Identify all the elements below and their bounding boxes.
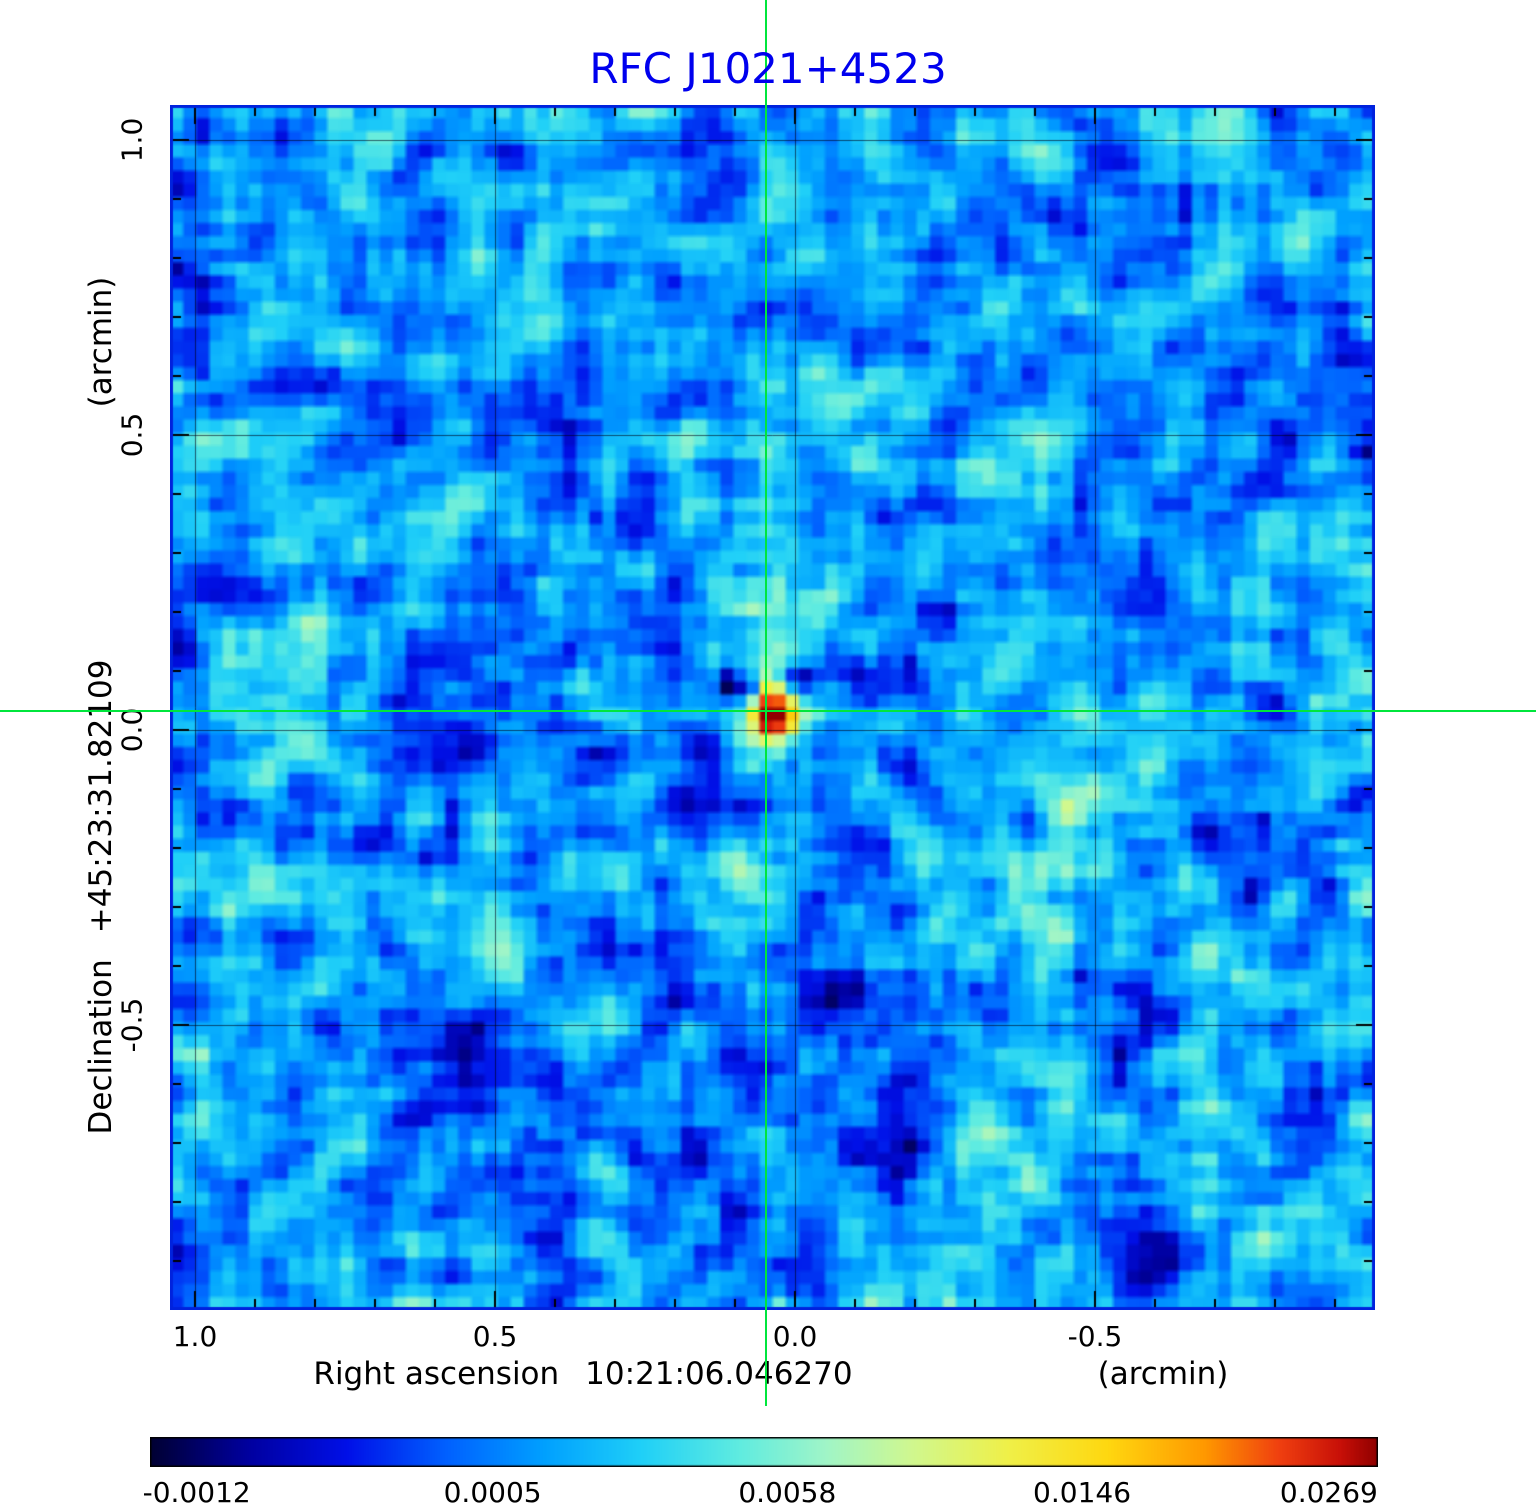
y-axis-unit: (arcmin) <box>83 276 119 408</box>
x-tick-label: -0.5 <box>1067 1320 1123 1353</box>
colorbar-tick-label: 0.0058 <box>738 1476 837 1509</box>
colorbar-tick-label: -0.0012 <box>142 1476 251 1509</box>
colorbar-tick-label: 0.0005 <box>443 1476 542 1509</box>
x-axis-unit: (arcmin) <box>1097 1356 1229 1392</box>
figure-title: RFC J1021+4523 <box>589 44 947 93</box>
y-tick-label: -0.5 <box>115 997 149 1053</box>
y-axis-value: +45:23:31.82109 <box>83 659 119 934</box>
colorbar-tick-label: 0.0269 <box>1279 1476 1378 1509</box>
y-tick-label: 1.0 <box>115 117 149 163</box>
y-axis-label: Declination +45:23:31.82109 <box>83 660 119 1135</box>
sky-image-canvas <box>170 105 1375 1310</box>
x-axis-label-text: Right ascension <box>313 1356 560 1392</box>
colorbar <box>150 1437 1378 1467</box>
y-tick-label: 0.0 <box>115 707 149 753</box>
x-tick-label: 0.0 <box>772 1320 818 1353</box>
crosshair-horizontal-line <box>0 709 1536 712</box>
crosshair-vertical-line <box>765 0 767 1406</box>
y-axis-label-text: Declination <box>83 959 119 1135</box>
colorbar-tick-label: 0.0146 <box>1033 1476 1132 1509</box>
x-axis-value: 10:21:06.046270 <box>585 1356 853 1392</box>
x-tick-label: 0.5 <box>472 1320 518 1353</box>
x-tick-label: 1.0 <box>172 1320 218 1353</box>
y-tick-label: 0.5 <box>115 412 149 458</box>
x-axis-label: Right ascension 10:21:06.046270 <box>313 1356 852 1392</box>
